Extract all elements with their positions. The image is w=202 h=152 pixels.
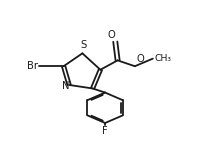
Text: S: S (80, 40, 86, 50)
Text: Br: Br (27, 61, 38, 71)
Text: F: F (102, 126, 108, 136)
Text: O: O (136, 54, 144, 64)
Text: CH₃: CH₃ (155, 54, 172, 62)
Text: N: N (62, 81, 69, 91)
Text: O: O (107, 31, 115, 40)
